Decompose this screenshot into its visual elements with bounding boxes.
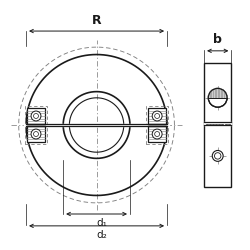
Bar [148, 108, 167, 124]
Circle shape [208, 88, 227, 107]
Text: R: R [92, 14, 102, 26]
Circle shape [152, 129, 162, 139]
Circle shape [31, 111, 41, 121]
Bar [27, 126, 45, 142]
Bar [27, 108, 45, 124]
Bar [146, 106, 169, 144]
Polygon shape [208, 88, 227, 98]
Bar [148, 126, 167, 142]
Bar [25, 106, 47, 144]
Circle shape [152, 111, 162, 121]
Bar [204, 63, 231, 187]
Text: d₁: d₁ [96, 218, 107, 228]
Circle shape [212, 150, 223, 161]
Text: d₂: d₂ [96, 230, 107, 240]
Circle shape [31, 129, 41, 139]
Text: b: b [213, 34, 222, 46]
